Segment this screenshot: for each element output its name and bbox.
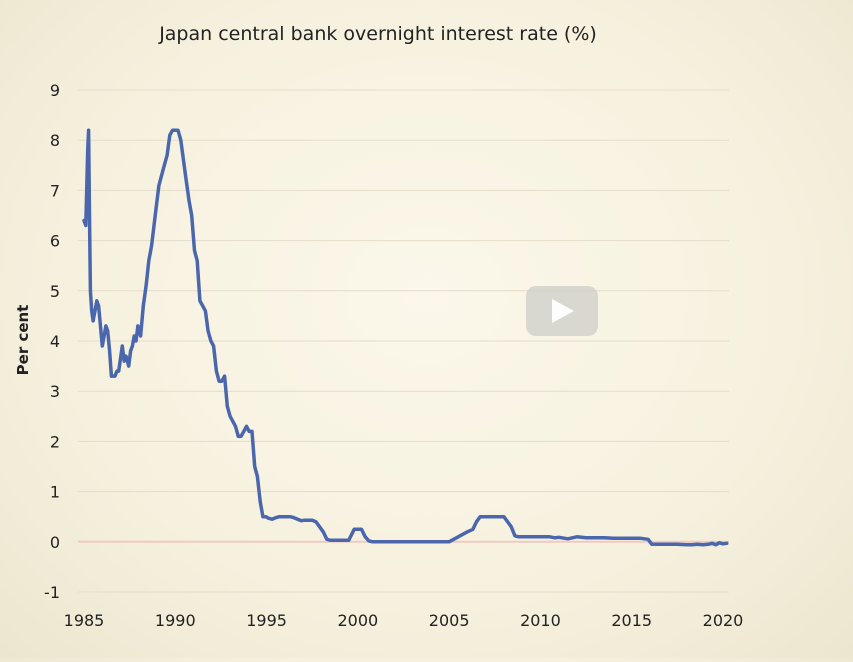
y-tick-label: 6 — [50, 232, 60, 251]
gridlines — [78, 89, 729, 593]
x-tick-label: 2020 — [703, 611, 744, 630]
y-tick-label: 0 — [50, 533, 60, 552]
x-tick-label: 2000 — [337, 611, 378, 630]
x-tick-label: 1995 — [246, 611, 287, 630]
x-tick-label: 1990 — [155, 611, 196, 630]
y-tick-label: 2 — [50, 432, 60, 451]
play-icon — [552, 299, 574, 323]
y-tick-label: 8 — [50, 131, 60, 150]
series-group — [82, 128, 729, 547]
x-tick-label: 2005 — [429, 611, 470, 630]
y-tick-label: 1 — [50, 483, 60, 502]
chart-title: Japan central bank overnight interest ra… — [158, 23, 597, 45]
y-tick-label: -1 — [44, 583, 60, 602]
series-line-0 — [82, 128, 729, 547]
video-play-button[interactable] — [526, 286, 598, 336]
y-tick-label: 9 — [50, 81, 60, 100]
x-tick-label: 2015 — [611, 611, 652, 630]
y-tick-label: 5 — [50, 282, 60, 301]
y-axis-ticks: 9 8 7 6 5 4 3 2 1 0 -1 — [44, 81, 60, 602]
x-tick-label: 2010 — [520, 611, 561, 630]
y-axis-label: Per cent — [14, 305, 32, 376]
x-axis-ticks: 1985 1990 1995 2000 2005 2010 2015 2020 — [64, 611, 744, 630]
y-tick-label: 7 — [50, 181, 60, 200]
y-tick-label: 4 — [50, 332, 60, 351]
x-tick-label: 1985 — [64, 611, 105, 630]
y-tick-label: 3 — [50, 382, 60, 401]
